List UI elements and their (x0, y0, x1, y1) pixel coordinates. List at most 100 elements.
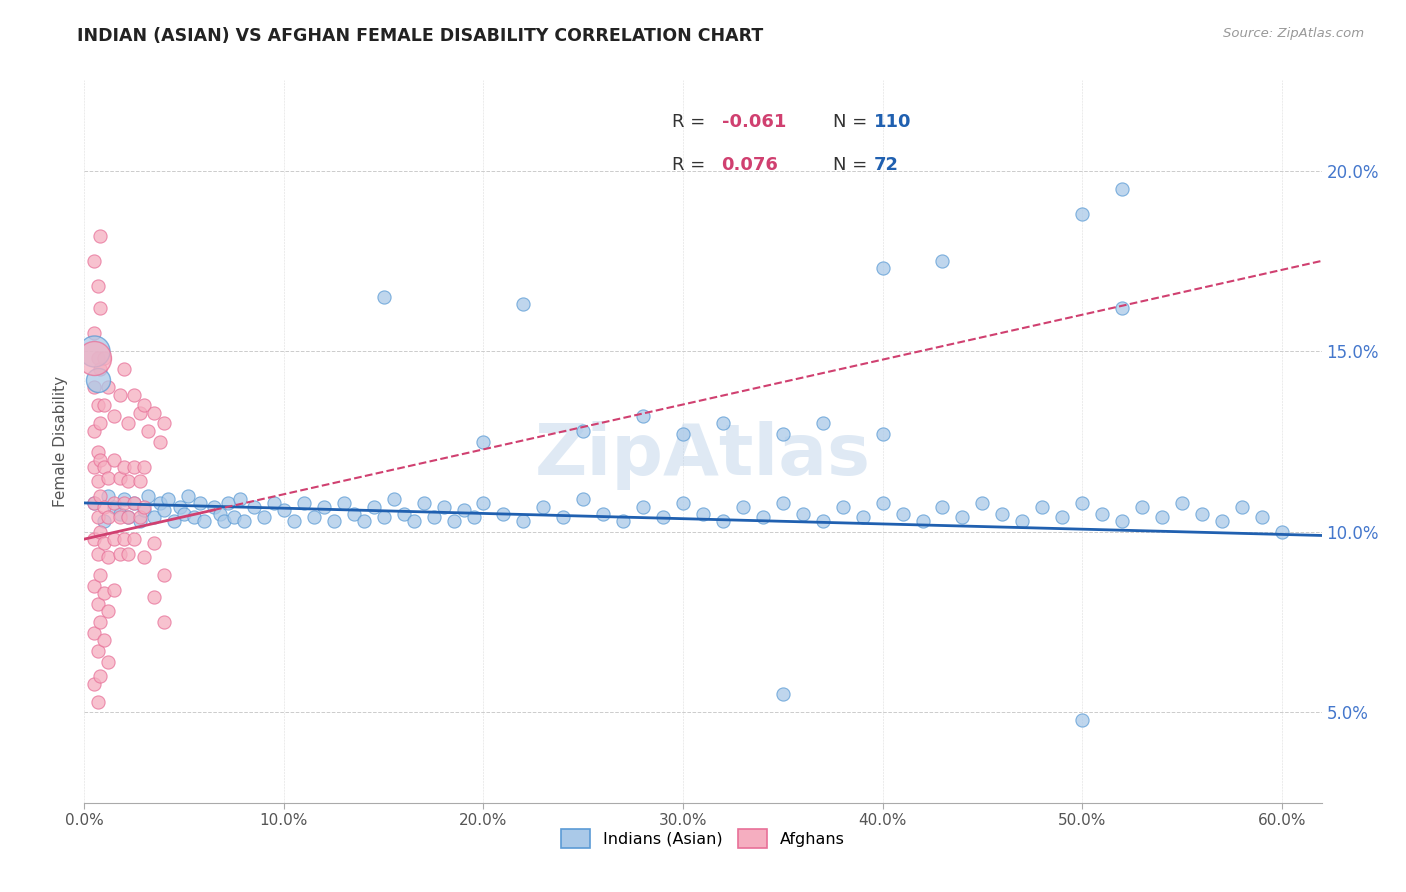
Point (93, 514, 115, 528)
Point (110, 510, 132, 524)
Point (157, 492, 180, 507)
Point (412, 496, 434, 510)
Point (143, 510, 166, 524)
Point (103, 500, 125, 514)
Point (392, 507, 415, 521)
Point (110, 387, 132, 401)
Point (103, 452, 125, 467)
Point (89, 524, 111, 539)
Text: R =: R = (672, 156, 711, 174)
Point (193, 514, 215, 528)
Point (97, 470, 120, 484)
Point (103, 582, 125, 597)
Point (711, 417, 734, 431)
Point (129, 514, 152, 528)
Point (233, 514, 256, 528)
Point (188, 496, 211, 510)
Point (153, 503, 176, 517)
Point (672, 427, 695, 442)
Point (87, 597, 110, 611)
Point (1111, 301, 1133, 315)
Point (1211, 514, 1233, 528)
Point (373, 510, 395, 524)
Point (263, 496, 285, 510)
Point (333, 496, 356, 510)
Point (1111, 514, 1133, 528)
Point (572, 424, 595, 438)
Point (363, 500, 385, 514)
Point (472, 434, 495, 449)
Point (103, 409, 125, 424)
Point (117, 475, 139, 489)
Point (911, 514, 934, 528)
Point (87, 475, 110, 489)
Point (122, 459, 145, 474)
Point (112, 459, 135, 474)
Point (110, 547, 132, 561)
Point (112, 532, 135, 546)
Point (1271, 524, 1294, 539)
Point (122, 532, 145, 546)
Point (972, 496, 994, 510)
Point (87, 373, 110, 387)
Point (672, 496, 695, 510)
Point (110, 470, 132, 484)
Point (243, 500, 266, 514)
Point (631, 500, 654, 514)
Point (112, 496, 135, 510)
Point (931, 500, 953, 514)
Point (183, 510, 205, 524)
Text: INDIAN (ASIAN) VS AFGHAN FEMALE DISABILITY CORRELATION CHART: INDIAN (ASIAN) VS AFGHAN FEMALE DISABILI… (77, 27, 763, 45)
Point (1031, 500, 1053, 514)
Y-axis label: Female Disability: Female Disability (53, 376, 69, 508)
Point (283, 514, 305, 528)
Point (169, 500, 191, 514)
Point (153, 417, 176, 431)
Point (117, 510, 139, 524)
Point (612, 514, 634, 528)
Point (752, 510, 775, 524)
Point (87, 279, 110, 293)
Point (136, 424, 159, 438)
Point (89, 417, 111, 431)
Point (89, 489, 111, 503)
Point (153, 615, 176, 630)
Text: Source: ZipAtlas.com: Source: ZipAtlas.com (1223, 27, 1364, 40)
Point (1230, 500, 1253, 514)
Point (110, 507, 132, 521)
Point (143, 590, 166, 604)
Point (177, 489, 200, 503)
Point (122, 496, 145, 510)
Point (83, 532, 105, 546)
Point (222, 510, 245, 524)
Point (87, 547, 110, 561)
Point (93, 459, 115, 474)
Point (112, 492, 135, 507)
Point (93, 633, 115, 648)
Point (402, 514, 425, 528)
Text: 110: 110 (873, 112, 911, 131)
Text: N =: N = (832, 156, 873, 174)
Point (592, 507, 614, 521)
Point (831, 500, 853, 514)
Point (163, 514, 186, 528)
Point (212, 514, 235, 528)
Point (97, 510, 120, 524)
Point (153, 568, 176, 582)
Point (422, 510, 444, 524)
Point (1191, 507, 1213, 521)
Point (117, 510, 139, 524)
Point (312, 500, 335, 514)
Point (89, 228, 111, 243)
Point (87, 695, 110, 709)
Point (93, 351, 115, 366)
Point (1011, 514, 1033, 528)
Point (553, 510, 575, 524)
Point (731, 500, 754, 514)
Point (512, 514, 534, 528)
Point (149, 434, 172, 449)
Point (134, 500, 156, 514)
Text: ZipAtlas: ZipAtlas (536, 422, 870, 491)
Point (87, 445, 110, 459)
Point (1071, 713, 1094, 727)
